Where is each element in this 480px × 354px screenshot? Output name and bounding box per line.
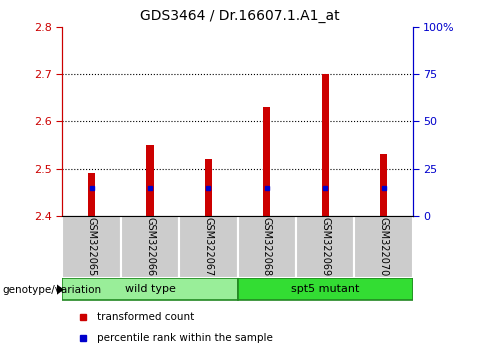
Text: GSM322070: GSM322070 <box>379 217 389 276</box>
Text: genotype/variation: genotype/variation <box>2 285 102 295</box>
Text: spt5 mutant: spt5 mutant <box>291 284 360 295</box>
Text: GSM322066: GSM322066 <box>145 217 155 276</box>
Bar <box>264 107 270 216</box>
Text: transformed count: transformed count <box>97 312 195 322</box>
Polygon shape <box>57 284 64 295</box>
Bar <box>238 216 296 278</box>
Text: GSM322065: GSM322065 <box>86 217 96 276</box>
Text: GDS3464 / Dr.16607.1.A1_at: GDS3464 / Dr.16607.1.A1_at <box>140 9 340 23</box>
Bar <box>380 154 387 216</box>
Text: percentile rank within the sample: percentile rank within the sample <box>97 332 273 343</box>
Bar <box>354 216 413 278</box>
Bar <box>238 278 413 301</box>
Bar <box>88 173 95 216</box>
Bar <box>146 145 154 216</box>
Bar <box>322 74 329 216</box>
Bar <box>62 216 121 278</box>
Bar <box>205 159 212 216</box>
Bar <box>121 216 179 278</box>
Text: wild type: wild type <box>125 284 175 295</box>
Bar <box>62 278 238 301</box>
Bar <box>179 216 238 278</box>
Text: GSM322067: GSM322067 <box>204 217 214 276</box>
Text: GSM322069: GSM322069 <box>320 217 330 276</box>
Bar <box>296 216 354 278</box>
Text: GSM322068: GSM322068 <box>262 217 272 276</box>
